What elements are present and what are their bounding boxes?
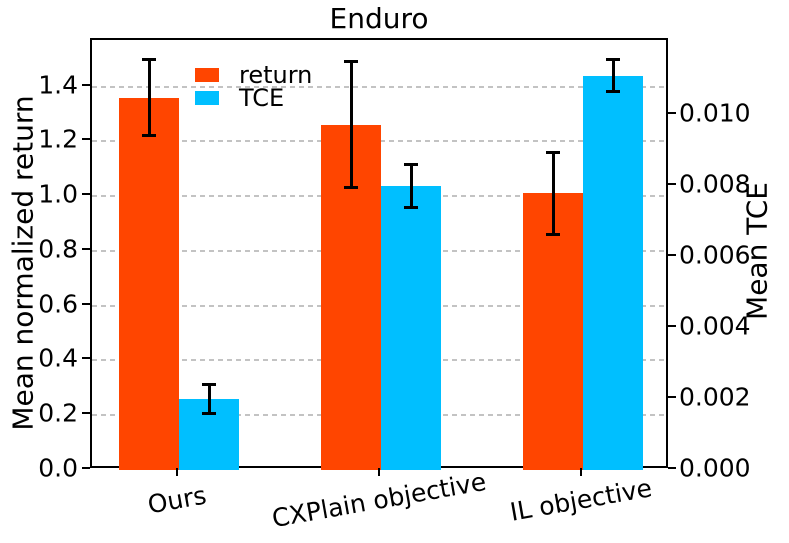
- y-tick-mark-right: [668, 111, 676, 114]
- y-tick-label-right: 0.006: [679, 240, 751, 270]
- x-tick-mark: [176, 468, 178, 476]
- error-bar-cap: [606, 58, 620, 62]
- legend: return TCE: [195, 60, 313, 112]
- legend-item-tce: TCE: [195, 83, 312, 112]
- error-bar: [147, 59, 151, 136]
- legend-item-return: return: [195, 60, 313, 89]
- error-bar-cap: [606, 90, 620, 94]
- bar-return-1: [119, 97, 179, 470]
- legend-swatch-tce: [195, 90, 219, 105]
- error-bar-cap: [202, 383, 216, 387]
- y-tick-label-right: 0.008: [679, 169, 751, 199]
- bar-tce-2: [381, 185, 441, 470]
- y-tick-mark-right: [668, 395, 676, 398]
- error-bar: [207, 384, 211, 414]
- y-tick-mark-left: [82, 193, 90, 196]
- error-bar: [551, 152, 555, 235]
- y-tick-label-right: 0.004: [679, 311, 751, 341]
- left-axis-label: Mean normalized return: [6, 95, 40, 431]
- y-tick-mark-left: [82, 412, 90, 415]
- error-bar-cap: [546, 232, 560, 236]
- y-tick-mark-left: [82, 247, 90, 250]
- y-tick-label-left: 1.2: [38, 124, 78, 154]
- y-tick-label-right: 0.002: [679, 382, 751, 412]
- error-bar-cap: [202, 411, 216, 415]
- legend-swatch-return: [195, 67, 219, 82]
- y-tick-label-left: 0.4: [38, 343, 78, 373]
- bar-tce-3: [583, 75, 643, 470]
- error-bar-cap: [142, 57, 156, 61]
- legend-label: TCE: [239, 83, 285, 112]
- x-tick-label: IL objective: [507, 473, 655, 527]
- y-tick-mark-left: [82, 357, 90, 360]
- x-tick-label: CXPlain objective: [269, 466, 489, 534]
- y-tick-label-left: 1.4: [38, 70, 78, 100]
- y-tick-label-left: 1.0: [38, 179, 78, 209]
- bar-return-3: [523, 193, 583, 470]
- gridline: [92, 85, 666, 88]
- x-tick-mark: [378, 468, 380, 476]
- chart-title: Enduro: [329, 2, 429, 35]
- y-tick-mark-left: [82, 467, 90, 469]
- y-tick-mark-left: [82, 302, 90, 305]
- error-bar-cap: [344, 186, 358, 190]
- y-tick-mark-right: [668, 253, 676, 256]
- y-tick-mark-right: [668, 182, 676, 185]
- y-tick-label-left: 0.0: [38, 453, 78, 483]
- x-tick-mark: [580, 468, 582, 476]
- x-tick-label: Ours: [145, 480, 209, 520]
- error-bar: [409, 164, 413, 208]
- error-bar-cap: [142, 134, 156, 138]
- y-tick-label-left: 0.2: [38, 398, 78, 428]
- y-tick-mark-right: [668, 467, 676, 469]
- legend-label: return: [239, 60, 313, 89]
- y-tick-label-left: 0.6: [38, 289, 78, 319]
- plot-area: return TCE: [90, 38, 668, 470]
- error-bar-cap: [404, 162, 418, 166]
- y-tick-label-right: 0.010: [679, 98, 751, 128]
- y-tick-mark-left: [82, 83, 90, 86]
- y-tick-label-right: 0.000: [679, 453, 751, 483]
- error-bar-cap: [546, 150, 560, 154]
- error-bar: [611, 59, 615, 92]
- error-bar-cap: [344, 60, 358, 64]
- error-bar-cap: [404, 205, 418, 209]
- y-tick-mark-left: [82, 138, 90, 141]
- y-tick-mark-right: [668, 324, 676, 327]
- y-tick-label-left: 0.8: [38, 234, 78, 264]
- error-bar: [349, 61, 353, 188]
